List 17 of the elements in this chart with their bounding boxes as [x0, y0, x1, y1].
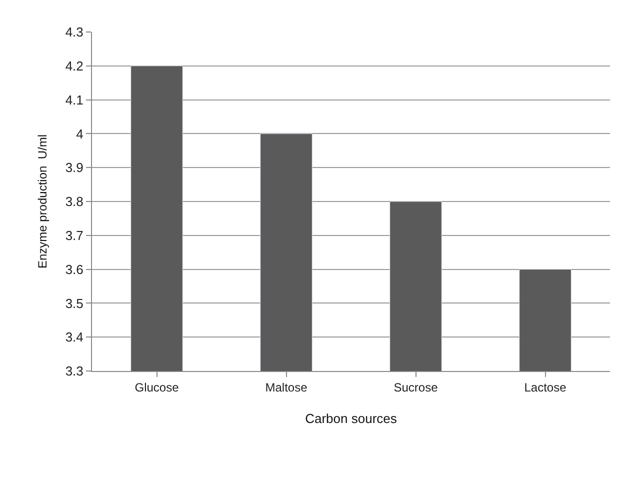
- y-tick-label: 3.3: [65, 364, 84, 379]
- y-tick-label: 4.1: [65, 92, 84, 108]
- x-tick-label: Lactose: [524, 380, 567, 394]
- y-tick-label: 3.7: [65, 228, 84, 243]
- y-tick-label: 4.3: [65, 24, 84, 40]
- x-axis-title: Carbon sources: [305, 411, 398, 426]
- x-tick-label: Sucrose: [394, 380, 438, 394]
- x-tick-label: Glucose: [134, 380, 180, 394]
- y-tick-label: 3.6: [65, 262, 84, 277]
- x-tick-label: Maltose: [265, 380, 308, 394]
- y-axis-title: Enzyme production U/ml: [36, 134, 50, 269]
- y-tick-label: 3.4: [65, 330, 84, 345]
- y-tick-label: 4.2: [65, 58, 84, 74]
- y-tick-label: 3.5: [65, 296, 84, 311]
- y-tick-label: 3.8: [65, 194, 84, 210]
- y-tick-label: 4: [76, 126, 84, 142]
- y-tick-label: 3.9: [65, 160, 84, 176]
